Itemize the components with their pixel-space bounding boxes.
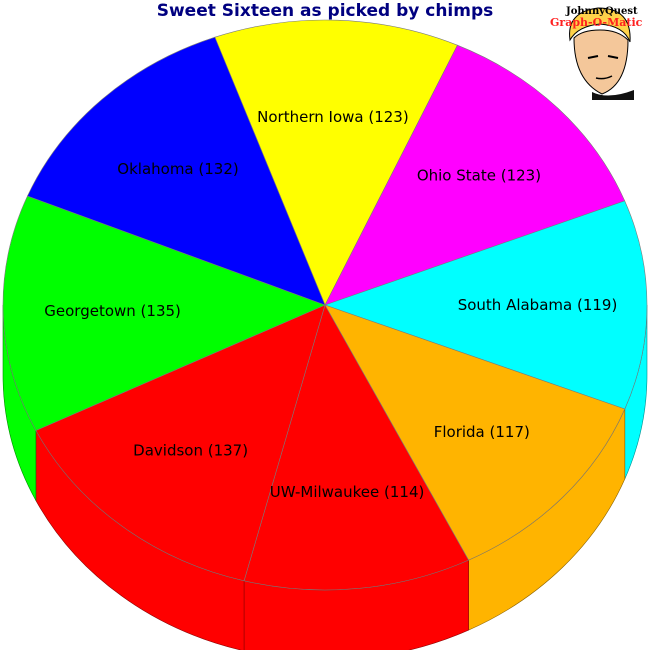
pie-slice-florida — [324, 304, 626, 561]
logo-shirt — [592, 90, 634, 100]
chart-title: Sweet Sixteen as picked by chimps — [156, 1, 494, 21]
pie-slice-uw-milwaukee — [243, 304, 469, 591]
logo-face — [573, 29, 629, 95]
slice-label-0: Northern Iowa (123) — [257, 108, 409, 126]
slice-label-1: Ohio State (123) — [417, 166, 541, 184]
pie-slice-davidson — [35, 304, 326, 582]
slice-label-2: South Alabama (119) — [458, 296, 618, 314]
logo-line2: Graph-O-Matic — [550, 16, 643, 29]
logo-hair — [569, 7, 631, 43]
pie-slice-northern-iowa — [214, 19, 458, 306]
pie-slice-georgetown — [2, 195, 326, 431]
johnny-quest-logo: JohnnyQuest Graph-O-Matic — [550, 6, 643, 100]
slice-label-3: Florida (117) — [434, 423, 530, 441]
logo-mouth — [595, 75, 613, 80]
pie-slice-oklahoma — [27, 36, 326, 306]
slice-label-6: Georgetown (135) — [44, 302, 181, 320]
pie-slices — [2, 19, 648, 591]
slice-labels: Northern Iowa (123) Ohio State (123) South… — [44, 108, 617, 501]
logo-eye-left — [587, 55, 599, 59]
slice-label-7: Oklahoma (132) — [117, 160, 238, 178]
pie-slice-south-alabama — [324, 200, 648, 410]
logo-line1: JohnnyQuest — [565, 6, 638, 17]
pie-slice-ohio-state — [324, 44, 626, 306]
slice-label-4: UW-Milwaukee (114) — [270, 483, 425, 501]
logo-eye-right — [607, 55, 619, 59]
slice-label-5: Davidson (137) — [133, 442, 248, 460]
